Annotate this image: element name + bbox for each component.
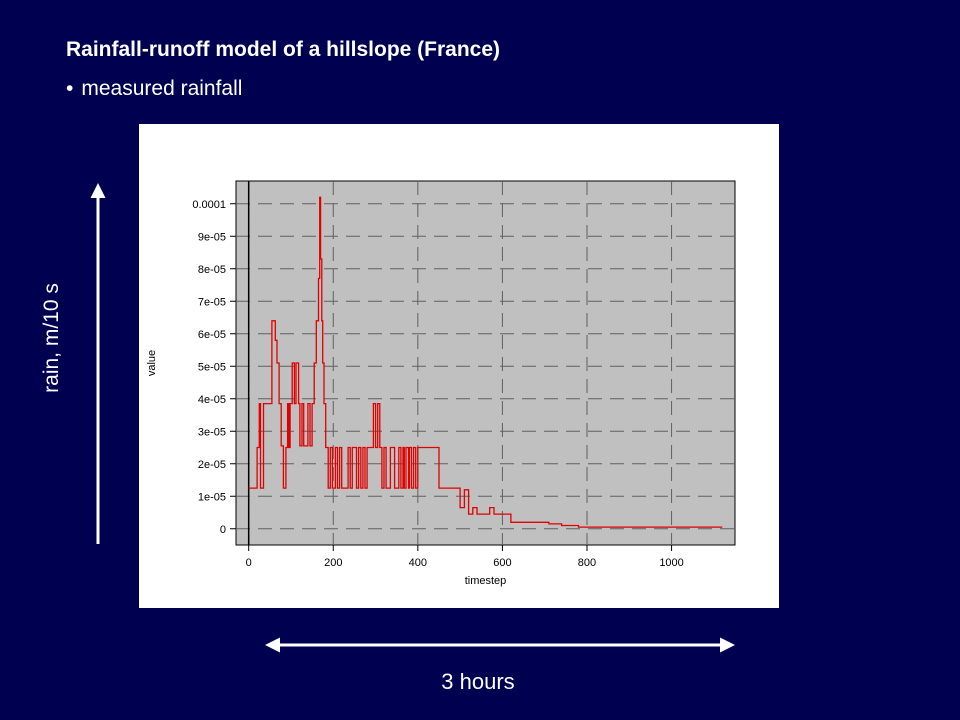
- x-tick-label: 400: [409, 557, 427, 569]
- bullet-text: measured rainfall: [81, 77, 243, 100]
- x-axis-label: timestep: [465, 575, 507, 587]
- bullet-dot: •: [66, 77, 74, 100]
- rainfall-series-line: [248, 196, 723, 528]
- y-tick-label: 0: [220, 524, 226, 536]
- y-tick-label: 5e-05: [198, 361, 226, 373]
- plot-area: [235, 180, 736, 546]
- y-tick-label: 1e-05: [198, 491, 226, 503]
- x-tick-label: 0: [246, 557, 252, 569]
- y-tick-label: 3e-05: [198, 426, 226, 438]
- y-tick-label: 7e-05: [198, 296, 226, 308]
- rain-axis-annotation: rain, m/10 s: [40, 283, 63, 393]
- y-tick-label: 8e-05: [198, 264, 226, 276]
- y-axis-label: value: [146, 350, 158, 376]
- y-tick-label: 2e-05: [198, 459, 226, 471]
- y-tick-label: 4e-05: [198, 394, 226, 406]
- chart-panel: 0 200 400 600 800 1000 0 1e-05 2e-05 3e-05 4e-05 5e…: [139, 124, 779, 608]
- y-tick-label: 0.0001: [192, 199, 226, 211]
- x-tick-label: 600: [493, 557, 511, 569]
- bullet-measured-rainfall: • measured rainfall: [66, 77, 242, 101]
- duration-annotation: 3 hours: [441, 669, 515, 694]
- rainfall-chart: 0 200 400 600 800 1000 0 1e-05 2e-05 3e-05 4e-05 5e…: [146, 180, 736, 587]
- slide-title: Rainfall-runoff model of a hillslope (Fr…: [66, 38, 501, 61]
- x-tick-label: 1000: [659, 557, 683, 569]
- x-tick-label: 800: [578, 557, 596, 569]
- y-tick-label: 9e-05: [198, 231, 226, 243]
- y-tick-label: 6e-05: [198, 329, 226, 341]
- x-tick-label: 200: [324, 557, 342, 569]
